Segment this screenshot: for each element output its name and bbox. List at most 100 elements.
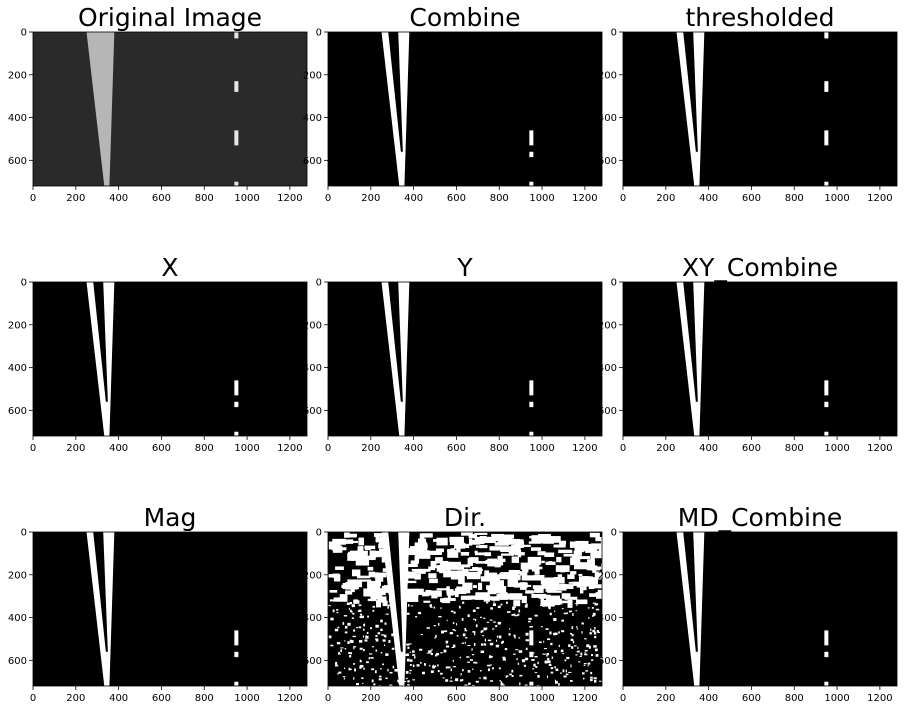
- dir-speck: [527, 556, 542, 565]
- dir-speck: [461, 532, 473, 536]
- dir-speck: [517, 549, 522, 558]
- dir-speck: [521, 595, 527, 604]
- dir-speck: [378, 543, 385, 549]
- dir-speck: [347, 622, 351, 626]
- dir-speck: [404, 588, 419, 596]
- dir-speck: [387, 606, 389, 609]
- dir-speck: [514, 539, 524, 544]
- right-lane-dash: [234, 401, 239, 408]
- lane-gap: [388, 282, 403, 402]
- dir-speck: [548, 660, 551, 664]
- dir-speck: [375, 638, 379, 642]
- right-lane-dash: [824, 130, 829, 146]
- x-tick-label: 400: [404, 443, 423, 454]
- dir-speck: [574, 645, 577, 647]
- left-lane: [86, 32, 115, 186]
- dir-speck: [484, 638, 487, 642]
- x-tick-label: 1000: [529, 443, 554, 454]
- dir-speck: [546, 675, 549, 679]
- dir-speck: [466, 656, 470, 658]
- dir-speck: [450, 676, 452, 679]
- dir-speck: [518, 609, 521, 613]
- panel-x: X 0 200 400 600 800 1000 1200 0 200 400 600: [8, 253, 308, 454]
- y-tick-label: 400: [303, 113, 322, 124]
- x-tick-label: 0: [325, 693, 331, 704]
- dir-speck: [429, 604, 432, 607]
- axes-frame: [622, 31, 898, 187]
- dir-speck: [414, 556, 420, 564]
- dir-speck: [594, 626, 596, 630]
- dir-speck: [433, 625, 436, 627]
- dir-speck: [456, 546, 461, 553]
- dir-speck: [571, 555, 576, 562]
- dir-speck: [368, 657, 370, 660]
- dir-speck: [524, 684, 528, 686]
- dir-speck: [534, 672, 538, 674]
- dir-speck: [537, 661, 539, 665]
- dir-speck: [446, 561, 462, 565]
- dir-speck: [338, 671, 342, 674]
- dir-speck: [487, 664, 491, 667]
- dir-speck: [378, 678, 382, 681]
- dir-speck: [445, 666, 450, 669]
- dir-speck: [348, 607, 350, 610]
- panel-title: Mag: [144, 503, 197, 532]
- dir-speck: [372, 605, 376, 608]
- dir-speck: [375, 649, 378, 652]
- x-tick-label: 200: [656, 693, 675, 704]
- dir-speck: [349, 601, 353, 605]
- dir-speck: [330, 617, 334, 621]
- right-lane-dash: [824, 630, 829, 646]
- y-tick-label: 600: [303, 156, 322, 167]
- dir-speck: [436, 537, 448, 546]
- dir-speck: [497, 555, 503, 560]
- dir-speck: [435, 557, 443, 564]
- right-lane-dash: [234, 81, 239, 92]
- dir-speck: [541, 602, 544, 605]
- x-tick-label: 600: [447, 443, 466, 454]
- dir-speck: [558, 683, 560, 686]
- panel-y: Y 0 200 400 600 800 1000 1200 0 200 400 600: [303, 253, 603, 454]
- dir-speck: [525, 639, 530, 642]
- dir-speck: [497, 605, 501, 609]
- dir-speck: [501, 641, 504, 644]
- dir-speck: [355, 683, 359, 686]
- x-tick-label: 200: [66, 693, 85, 704]
- dir-speck: [483, 536, 496, 543]
- dir-speck: [417, 538, 427, 544]
- dir-speck: [468, 534, 477, 539]
- dir-speck: [371, 679, 374, 683]
- dir-speck: [385, 677, 388, 679]
- dir-speck: [350, 652, 352, 655]
- dir-speck: [534, 614, 538, 617]
- dir-speck: [502, 656, 506, 659]
- dir-speck: [534, 568, 540, 575]
- right-lane-dash: [234, 630, 239, 646]
- dir-speck: [392, 665, 395, 669]
- dir-speck: [450, 576, 462, 580]
- dir-speck: [359, 659, 362, 663]
- dir-speck: [443, 572, 449, 578]
- dir-speck: [450, 668, 452, 672]
- dir-speck: [546, 655, 548, 657]
- y-tick-label: 600: [303, 656, 322, 667]
- dir-speck: [481, 630, 484, 633]
- image-area: [623, 282, 897, 436]
- dir-speck: [351, 610, 353, 613]
- y-tick-label: 0: [21, 278, 27, 289]
- dir-speck: [553, 617, 557, 621]
- dir-speck: [467, 644, 471, 647]
- dir-speck: [362, 649, 365, 652]
- dir-speck: [589, 632, 592, 635]
- dir-speck: [590, 678, 593, 682]
- x-tick-label: 200: [361, 693, 380, 704]
- dir-speck: [495, 625, 498, 628]
- dir-speck: [484, 552, 492, 557]
- dir-speck: [495, 574, 501, 582]
- dir-speck: [449, 632, 454, 635]
- dir-speck: [411, 654, 416, 656]
- dir-speck: [451, 646, 455, 648]
- dir-speck: [593, 677, 597, 680]
- dir-speck: [471, 648, 473, 651]
